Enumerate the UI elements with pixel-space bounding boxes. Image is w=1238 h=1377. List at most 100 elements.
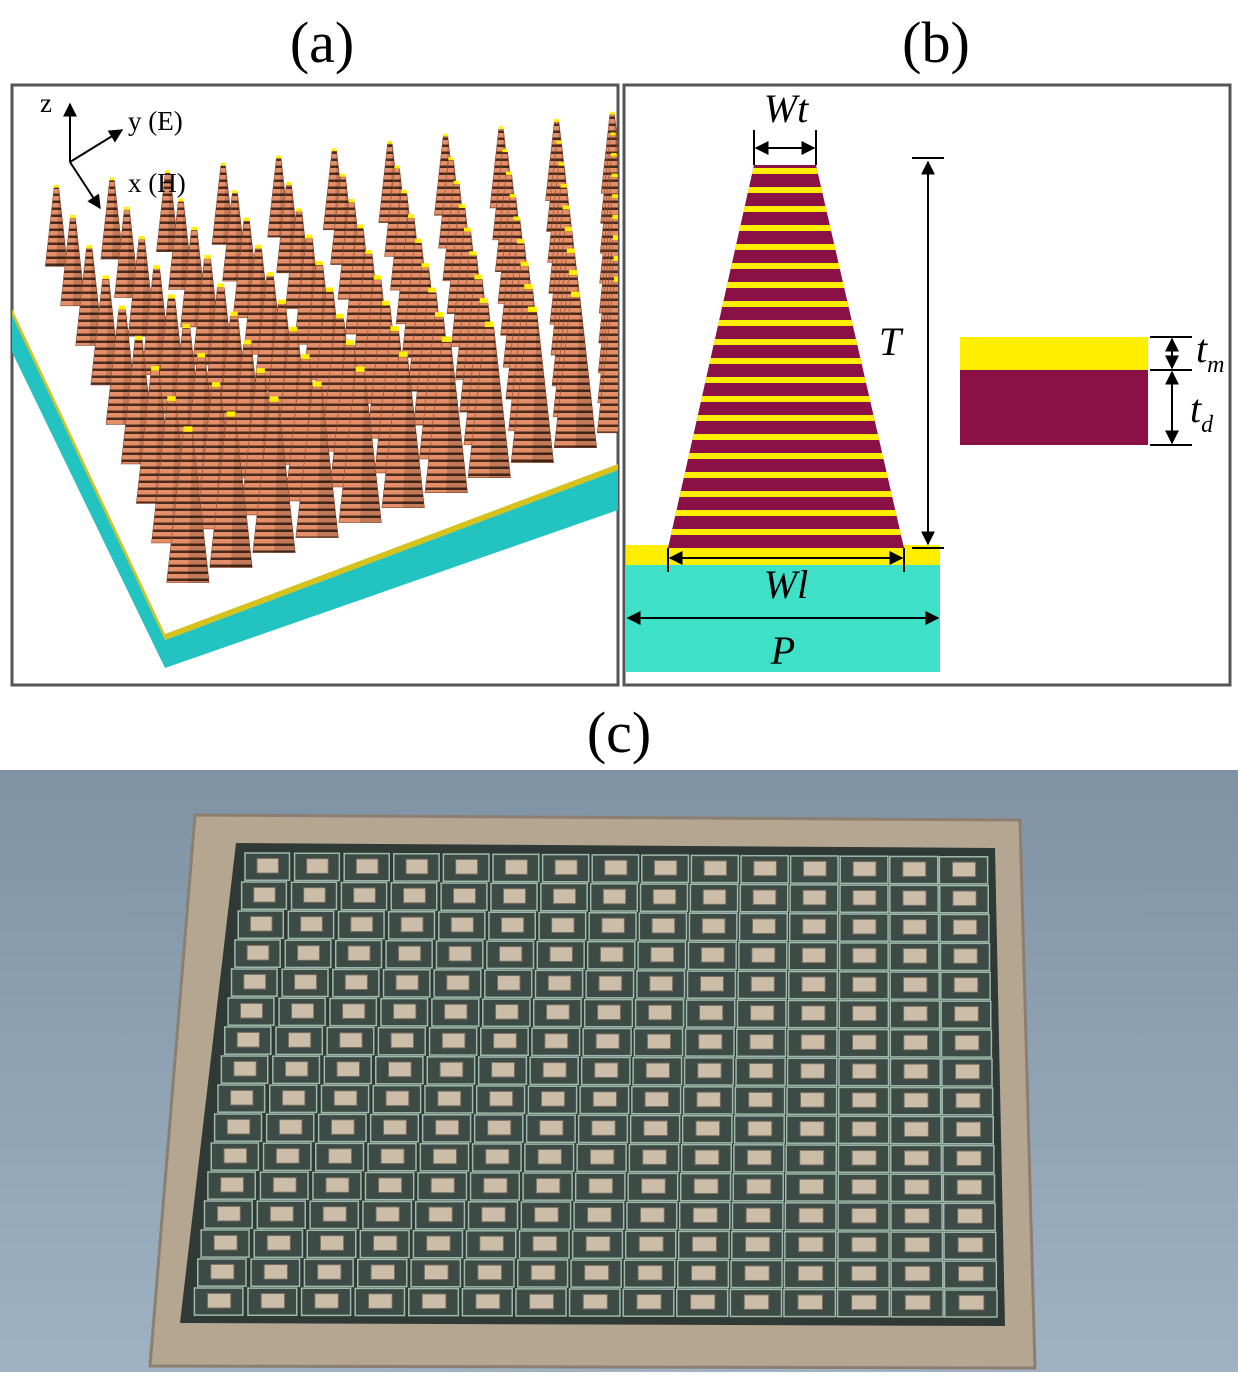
chip — [704, 861, 726, 876]
chip — [543, 1063, 566, 1078]
pyramid-top — [390, 326, 398, 331]
chip — [354, 888, 376, 903]
chip — [535, 1207, 559, 1222]
pyramid-top — [528, 307, 537, 312]
chip — [320, 1236, 343, 1251]
pyramid-top — [286, 182, 291, 185]
chip — [801, 1035, 824, 1050]
chip — [499, 947, 521, 962]
metal-stripe — [660, 510, 910, 516]
chip — [590, 1150, 613, 1165]
pyramid-top — [139, 236, 145, 239]
chip — [637, 1295, 661, 1310]
chip — [586, 1237, 610, 1252]
pyramid-top — [255, 245, 261, 249]
pyramid-top — [513, 217, 520, 221]
chip — [530, 1294, 554, 1309]
chip — [345, 975, 367, 990]
pyramid-top — [290, 327, 298, 332]
chip — [700, 977, 723, 992]
pyramid-top — [153, 265, 159, 269]
chip — [691, 1295, 715, 1310]
chip — [351, 917, 373, 932]
chip — [649, 1005, 672, 1020]
pyramid-top — [611, 174, 617, 178]
chip — [952, 862, 975, 877]
panel-label: (a) — [290, 10, 354, 75]
metal-stripe — [660, 472, 910, 478]
chip — [852, 1237, 876, 1252]
chip — [802, 948, 825, 963]
chip — [602, 918, 624, 933]
chip — [748, 1121, 772, 1136]
metal-stripe — [660, 529, 910, 535]
chip — [647, 1034, 670, 1049]
chip — [754, 861, 777, 876]
chip — [595, 1063, 618, 1078]
pyramid-top — [332, 148, 337, 151]
chip — [753, 890, 776, 905]
pyramid-top — [499, 126, 504, 129]
chip — [799, 1237, 823, 1252]
chip — [953, 920, 976, 935]
chip — [803, 919, 826, 934]
pyramid-top — [346, 340, 354, 345]
chip — [588, 1208, 612, 1223]
chip — [288, 1033, 310, 1048]
chip — [691, 1266, 715, 1281]
chip — [853, 862, 876, 877]
chip — [955, 1035, 979, 1050]
chip — [852, 1122, 876, 1137]
chip — [703, 890, 726, 905]
chip — [852, 1295, 877, 1310]
pyramid-top — [613, 256, 621, 261]
chip — [699, 1034, 722, 1049]
chip — [747, 1179, 771, 1194]
chip — [224, 1148, 247, 1163]
pyramid-top — [227, 411, 236, 416]
chip — [501, 918, 523, 933]
chip — [356, 859, 378, 874]
pyramid-top — [408, 214, 414, 218]
chip — [231, 1090, 253, 1105]
chip — [644, 1121, 667, 1136]
chip — [279, 1120, 302, 1135]
chip — [318, 1265, 341, 1280]
pyramid-top — [197, 353, 205, 358]
chip — [645, 1092, 668, 1107]
pyramid-top — [244, 218, 250, 221]
pyramid-top — [399, 352, 408, 357]
chip — [348, 946, 370, 961]
chip — [694, 1179, 718, 1194]
pyramid-top — [270, 396, 279, 401]
chip — [371, 1265, 394, 1280]
chip — [852, 1179, 876, 1194]
chip — [638, 1266, 662, 1281]
chip — [596, 1034, 619, 1049]
chip — [217, 1206, 240, 1221]
chip — [381, 1149, 404, 1164]
chip — [406, 859, 428, 874]
chip — [800, 1122, 824, 1137]
chip — [600, 947, 623, 962]
chip — [545, 1034, 568, 1049]
chip — [750, 1035, 773, 1050]
pyramid-top — [382, 301, 390, 306]
chip — [903, 977, 926, 992]
chip — [852, 1266, 877, 1281]
chip — [853, 891, 876, 906]
chip — [404, 888, 426, 903]
pyramid-top — [168, 294, 175, 298]
chip — [494, 1034, 517, 1049]
chip — [652, 918, 675, 933]
pyramid-top — [365, 250, 372, 254]
chip — [585, 1265, 609, 1280]
panel-label: (c) — [587, 700, 651, 765]
chip — [552, 918, 574, 933]
chip — [852, 1151, 876, 1166]
pyramid-top — [183, 426, 192, 431]
dimension-label: Wl — [764, 562, 808, 607]
chip — [853, 1006, 876, 1021]
chip — [702, 919, 725, 934]
chip — [282, 1091, 304, 1106]
